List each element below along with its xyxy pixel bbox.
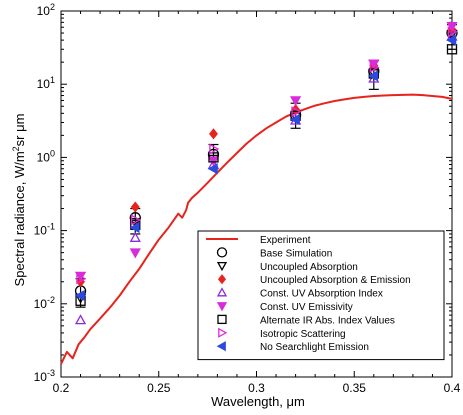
data-point	[447, 26, 458, 38]
legend-marker	[216, 341, 226, 352]
data-point	[209, 128, 218, 140]
y-axis-title-superscript: 2	[11, 146, 21, 151]
data-point	[130, 201, 140, 213]
y-tick-label: 10-1	[34, 222, 55, 238]
data-point	[129, 221, 140, 234]
axes-group: 0.2 0.25 0.3 0.35 0.4 10-3 10-2 10-1 100 101 102	[34, 2, 461, 395]
y-axis-title-rest: sr μm	[12, 114, 27, 147]
legend-marker	[216, 287, 228, 297]
y-tick-label: 10-3	[34, 368, 55, 384]
data-point	[76, 273, 87, 285]
legend-marker	[217, 314, 227, 325]
data-point	[208, 152, 219, 163]
legend-marker	[216, 247, 228, 258]
data-point	[446, 21, 458, 33]
x-axis-title: Wavelength, μm	[211, 394, 305, 409]
legend-label: Uncoupled Absorption	[260, 262, 358, 273]
legend: Experiment Base Simulation Uncoupled Absor…	[197, 230, 445, 361]
x-tick-label: 0.4	[444, 381, 461, 395]
legend-marker	[218, 327, 228, 338]
x-tick-label: 0.3	[248, 381, 265, 395]
legend-label: No Searchlight Emission	[260, 342, 369, 353]
x-tick-label: 0.35	[343, 381, 367, 395]
y-axis-title-main: Spectral radiance, W/m	[12, 151, 27, 286]
data-point	[446, 34, 457, 46]
legend-box	[197, 230, 445, 361]
data-point	[289, 113, 300, 126]
data-point	[291, 106, 302, 118]
legend-marker	[216, 261, 228, 272]
axis-labels-group: Wavelength, μm Spectral radiance, W/m2sr…	[11, 114, 305, 409]
legend-label: Experiment	[260, 235, 311, 246]
data-point	[129, 231, 141, 242]
legend-marker	[216, 302, 228, 312]
data-point	[289, 96, 302, 107]
legend-label: Alternate IR Abs. Index Values	[260, 315, 395, 326]
y-tick-label: 102	[37, 2, 55, 18]
data-point	[209, 143, 220, 155]
data-point	[207, 156, 220, 167]
y-axis-title: Spectral radiance, W/m2sr μm	[11, 114, 27, 287]
x-tick-label: 0.25	[147, 381, 171, 395]
experiment-line-group	[60, 93, 453, 365]
data-point	[129, 248, 141, 259]
data-point	[207, 163, 218, 175]
legend-label: Uncoupled Absorption & Emission	[260, 275, 411, 286]
data-point	[74, 289, 85, 302]
experiment-line	[60, 93, 453, 365]
legend-label: Isotropic Scattering	[260, 329, 346, 340]
data-point	[446, 44, 458, 55]
legend-label: Const. UV Emissivity	[260, 302, 353, 313]
data-point	[367, 70, 379, 82]
legend-label: Const. UV Absorption Index	[260, 289, 383, 300]
legend-label: Base Simulation	[260, 248, 332, 259]
data-point	[129, 218, 141, 229]
data-points-group	[74, 21, 458, 325]
data-point	[74, 314, 87, 325]
legend-marker	[217, 274, 227, 285]
y-tick-label: 101	[37, 75, 55, 91]
x-tick-label: 0.2	[53, 381, 70, 395]
y-tick-label: 100	[37, 148, 55, 164]
data-point	[369, 61, 380, 73]
data-point	[131, 214, 142, 226]
y-tick-label: 10-2	[34, 295, 55, 311]
